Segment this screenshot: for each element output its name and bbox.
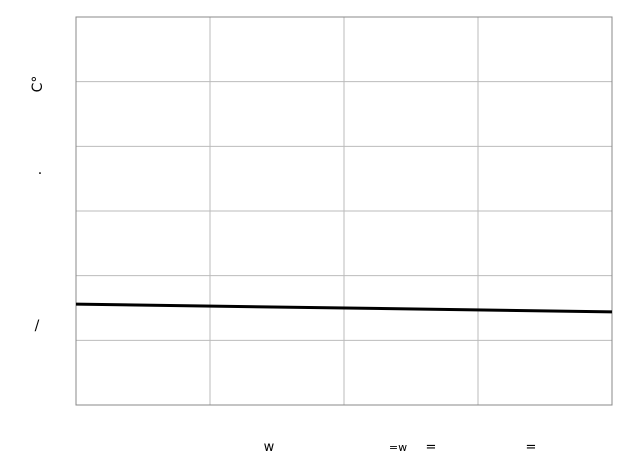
series: [75, 302, 613, 314]
y-tick-label-dot: .: [38, 162, 42, 178]
y-tick-label-slash: /: [35, 318, 40, 334]
x-tick-label: =w: [389, 441, 407, 454]
x-tick-label: =: [526, 440, 537, 455]
plot-frame: [75, 16, 613, 406]
x-tick-label: =: [426, 440, 437, 455]
x-tick-label: w: [264, 440, 275, 455]
y-axis-label: C°: [30, 76, 46, 93]
grid: [76, 17, 612, 405]
series-line: [75, 302, 613, 314]
